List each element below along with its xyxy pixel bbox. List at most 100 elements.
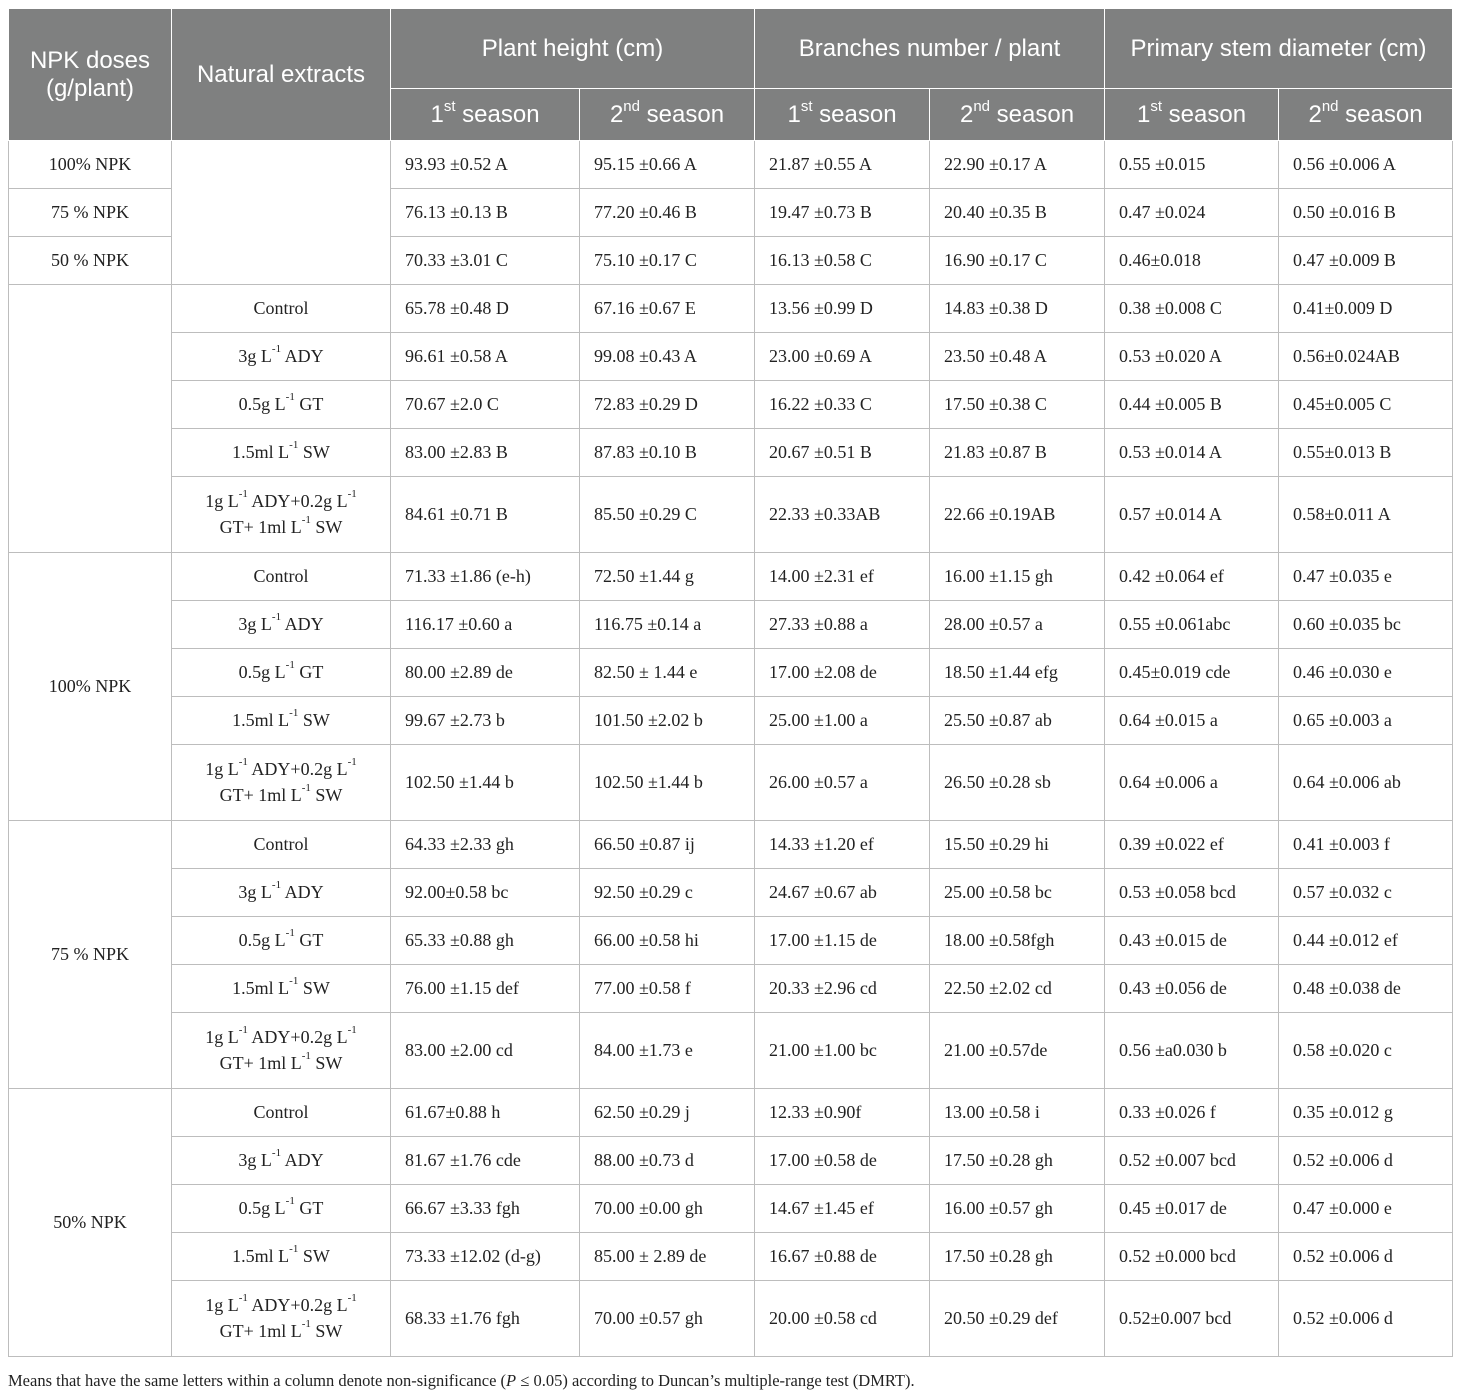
results-table: NPK doses (g/plant) Natural extracts Pla… — [8, 8, 1454, 1357]
value-cell: 0.46 ±0.030 e — [1278, 648, 1454, 697]
table-row: 3g L-1 ADY 116.17 ±0.60 a 116.75 ±0.14 a 27… — [9, 600, 1454, 649]
value-cell: 87.83 ±0.10 B — [579, 428, 755, 477]
extract-cell-sw: 1.5ml L-1 SW — [171, 1232, 391, 1281]
value-cell: 14.83 ±0.38 D — [928, 284, 1106, 333]
extract-cell-mix: 1g L-1 ADY+0.2g L-1 GT+ 1ml L-1 SW — [171, 1280, 391, 1357]
value-cell: 0.43 ±0.056 de — [1104, 964, 1280, 1013]
npk-label-cell: 75 % NPK — [8, 188, 172, 237]
value-cell: 16.00 ±1.15 gh — [928, 552, 1106, 601]
value-cell: 116.17 ±0.60 a — [390, 600, 580, 649]
value-cell: 0.52 ±0.006 d — [1278, 1136, 1454, 1185]
extract-cell-gt: 0.5g L-1 GT — [171, 916, 391, 965]
value-cell: 0.64 ±0.006 a — [1104, 744, 1280, 821]
value-cell: 17.00 ±2.08 de — [754, 648, 930, 697]
value-cell: 0.55 ±0.015 — [1104, 140, 1280, 189]
npk-group-cell: 50% NPK — [8, 1088, 172, 1357]
table-row: 3g L-1 ADY 81.67 ±1.76 cde 88.00 ±0.73 d 17… — [9, 1136, 1454, 1185]
header-season-2: 2nd season — [1278, 88, 1454, 141]
value-cell: 22.66 ±0.19AB — [928, 476, 1106, 553]
value-cell: 18.00 ±0.58fgh — [928, 916, 1106, 965]
extract-cell-control: Control — [171, 284, 391, 333]
table-row: 75 % NPK 76.13 ±0.13 B 77.20 ±0.46 B 19.47 … — [8, 188, 1454, 237]
value-cell: 20.67 ±0.51 B — [754, 428, 930, 477]
value-cell: 16.13 ±0.58 C — [754, 236, 930, 285]
header-stem-diameter: Primary stem diameter (cm) — [1104, 8, 1454, 89]
extract-cell-gt: 0.5g L-1 GT — [171, 1184, 391, 1233]
value-cell: 0.47 ±0.000 e — [1278, 1184, 1454, 1233]
value-cell: 13.00 ±0.58 i — [928, 1088, 1106, 1137]
value-cell: 83.00 ±2.00 cd — [390, 1012, 580, 1089]
table-row: 1.5ml L-1 SW 76.00 ±1.15 def 77.00 ±0.58 f… — [9, 964, 1454, 1013]
value-cell: 88.00 ±0.73 d — [579, 1136, 755, 1185]
value-cell: 0.43 ±0.015 de — [1104, 916, 1280, 965]
value-cell: 77.00 ±0.58 f — [579, 964, 755, 1013]
extract-cell-sw: 1.5ml L-1 SW — [171, 696, 391, 745]
value-cell: 67.16 ±0.67 E — [579, 284, 755, 333]
value-cell: 76.13 ±0.13 B — [390, 188, 580, 237]
value-cell: 0.46±0.018 — [1104, 236, 1280, 285]
value-cell: 0.45 ±0.017 de — [1104, 1184, 1280, 1233]
extract-cell-ady: 3g L-1 ADY — [171, 600, 391, 649]
header-season-2: 2nd season — [579, 88, 755, 141]
header-npk-doses: NPK doses (g/plant) — [8, 8, 172, 141]
value-cell: 0.38 ±0.008 C — [1104, 284, 1280, 333]
value-cell: 0.33 ±0.026 f — [1104, 1088, 1280, 1137]
value-cell: 25.50 ±0.87 ab — [928, 696, 1106, 745]
value-cell: 70.00 ±0.00 gh — [579, 1184, 755, 1233]
table-body: 100% NPK 93.93 ±0.52 A 95.15 ±0.66 A 21.87 … — [8, 140, 1454, 1357]
value-cell: 23.00 ±0.69 A — [754, 332, 930, 381]
value-cell: 21.00 ±1.00 bc — [754, 1012, 930, 1089]
value-cell: 72.83 ±0.29 D — [579, 380, 755, 429]
extract-cell-mix: 1g L-1 ADY+0.2g L-1 GT+ 1ml L-1 SW — [171, 476, 391, 553]
value-cell: 16.67 ±0.88 de — [754, 1232, 930, 1281]
value-cell: 0.52 ±0.000 bcd — [1104, 1232, 1280, 1281]
value-cell: 75.10 ±0.17 C — [579, 236, 755, 285]
results-table-container: NPK doses (g/plant) Natural extracts Pla… — [8, 8, 1454, 1357]
value-cell: 0.57 ±0.032 c — [1278, 868, 1454, 917]
value-cell: 0.52 ±0.006 d — [1278, 1232, 1454, 1281]
value-cell: 16.22 ±0.33 C — [754, 380, 930, 429]
extract-cell-control: Control — [171, 820, 391, 869]
value-cell: 18.50 ±1.44 efg — [928, 648, 1106, 697]
value-cell: 93.93 ±0.52 A — [390, 140, 580, 189]
value-cell: 0.39 ±0.022 ef — [1104, 820, 1280, 869]
value-cell: 77.20 ±0.46 B — [579, 188, 755, 237]
table-row: 3g L-1 ADY 96.61 ±0.58 A 99.08 ±0.43 A 23.0… — [9, 332, 1454, 381]
table-row: 1g L-1 ADY+0.2g L-1 GT+ 1ml L-1 SW 84.61 ±… — [9, 476, 1454, 553]
value-cell: 0.55±0.013 B — [1278, 428, 1454, 477]
value-cell: 70.67 ±2.0 C — [390, 380, 580, 429]
value-cell: 0.60 ±0.035 bc — [1278, 600, 1454, 649]
value-cell: 21.00 ±0.57de — [928, 1012, 1106, 1089]
extract-cell-sw: 1.5ml L-1 SW — [171, 428, 391, 477]
table-row: 100% NPK 93.93 ±0.52 A 95.15 ±0.66 A 21.87 … — [8, 140, 1454, 285]
value-cell: 0.58 ±0.020 c — [1278, 1012, 1454, 1089]
value-cell: 96.61 ±0.58 A — [390, 332, 580, 381]
value-cell: 0.48 ±0.038 de — [1278, 964, 1454, 1013]
value-cell: 92.50 ±0.29 c — [579, 868, 755, 917]
footnote: Means that have the same letters within … — [8, 1371, 915, 1390]
value-cell: 84.61 ±0.71 B — [390, 476, 580, 553]
value-cell: 0.64 ±0.006 ab — [1278, 744, 1454, 821]
value-cell: 0.44 ±0.012 ef — [1278, 916, 1454, 965]
value-cell: 15.50 ±0.29 hi — [928, 820, 1106, 869]
value-cell: 0.41±0.009 D — [1278, 284, 1454, 333]
value-cell: 85.00 ± 2.89 de — [579, 1232, 755, 1281]
value-cell: 24.67 ±0.67 ab — [754, 868, 930, 917]
extract-cell-ady: 3g L-1 ADY — [171, 332, 391, 381]
value-cell: 65.78 ±0.48 D — [390, 284, 580, 333]
value-cell: 84.00 ±1.73 e — [579, 1012, 755, 1089]
value-cell: 81.67 ±1.76 cde — [390, 1136, 580, 1185]
value-cell: 17.50 ±0.38 C — [928, 380, 1106, 429]
value-cell: 14.00 ±2.31 ef — [754, 552, 930, 601]
value-cell: 25.00 ±0.58 bc — [928, 868, 1106, 917]
value-cell: 102.50 ±1.44 b — [579, 744, 755, 821]
table-row: 50 % NPK 70.33 ±3.01 C 75.10 ±0.17 C 16.13 … — [8, 236, 1454, 285]
extract-cell-sw: 1.5ml L-1 SW — [171, 964, 391, 1013]
table-row: Control 65.78 ±0.48 D 67.16 ±0.67 E 13.56 ±… — [8, 284, 1454, 553]
value-cell: 85.50 ±0.29 C — [579, 476, 755, 553]
value-cell: 20.00 ±0.58 cd — [754, 1280, 930, 1357]
value-cell: 0.56 ±a0.030 b — [1104, 1012, 1280, 1089]
